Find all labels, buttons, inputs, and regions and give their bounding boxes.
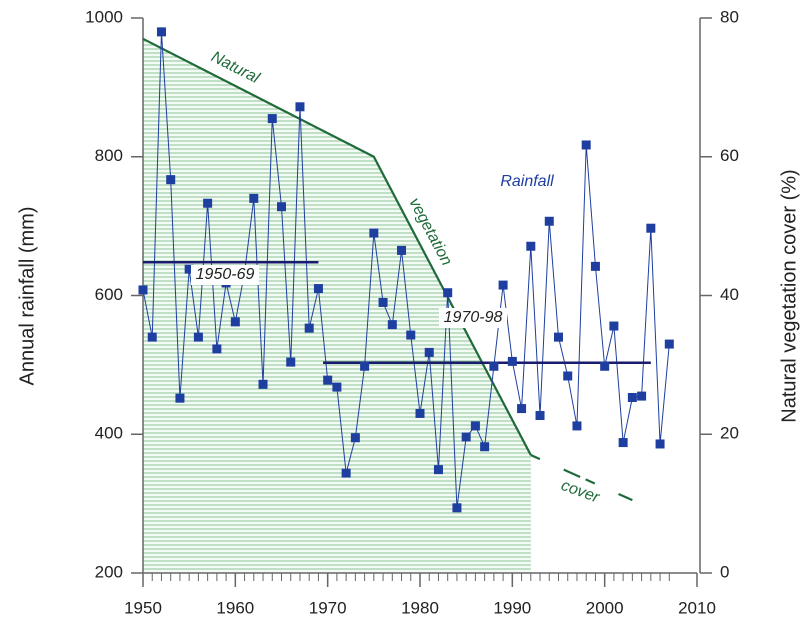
rainfall-point [443,288,453,298]
rainfall-point [156,27,166,37]
rainfall-point [618,438,628,448]
rainfall-point [203,198,213,208]
rainfall-point [258,379,268,389]
rainfall-point [184,264,194,274]
rainfall-point [350,433,360,443]
rainfall-point [277,202,286,212]
x-tick-label: 1960 [216,598,254,617]
rainfall-point [498,280,508,290]
y-tick-label: 400 [95,424,123,443]
rainfall-point [572,421,582,431]
x-tick-label: 1980 [401,598,439,617]
rainfall-point [609,321,619,331]
rainfall-point [286,357,296,367]
mean-label: 1970-98 [444,309,503,326]
rainfall-point [554,332,563,342]
rainfall-point [452,503,462,513]
mean-label-bg [191,265,259,285]
rainfall-point [424,347,434,357]
rainfall-point [193,332,203,342]
y2-tick-label: 80 [720,7,739,26]
x-tick-label: 1990 [493,598,531,617]
x-tick-label: 1970 [309,598,347,617]
rainfall-point [249,193,259,203]
rainfall-point [637,391,647,401]
rainfall-point [415,408,425,418]
y2-tick-label: 40 [720,285,739,304]
vegetation-line [142,37,532,456]
vegetation-area [143,38,531,573]
rainfall-point [664,339,674,349]
rainfall-point [646,223,656,233]
x-tick-label: 2000 [586,598,624,617]
y-tick-label: 1000 [85,7,123,26]
y2-axis-title: Natural vegetation cover (%) [778,169,800,422]
rainfall-point [433,465,443,475]
y2-tick-label: 20 [720,424,739,443]
rainfall-point [581,140,591,150]
rainfall-point [295,102,305,112]
rainfall-point [406,330,416,340]
rainfall-label: Rainfall [500,173,554,190]
rainfall-point [138,285,148,295]
rainfall-point [526,241,536,251]
rainfall-point [212,344,222,354]
rainfall-line [142,31,670,508]
rainfall-point [655,439,665,449]
rainfall-point [332,382,342,392]
rainfall-point [341,468,351,478]
rainfall-point [461,432,471,442]
y2-tick-label: 0 [720,562,729,581]
rainfall-point [563,371,573,381]
y-tick-label: 200 [95,562,123,581]
rainfall-point [507,356,517,366]
rainfall-point [323,375,333,385]
rainfall-point [627,392,637,402]
rainfall-point [175,393,185,403]
rainfall-point [387,320,397,330]
rainfall-point [480,442,490,452]
rainfall-point [470,421,480,431]
rainfall-point [313,284,323,294]
rainfall-point [489,361,499,371]
rainfall-point [360,361,370,371]
vegetation-annotation: cover [559,477,602,507]
rainfall-point [535,411,545,421]
x-tick-label: 2010 [678,598,716,617]
y-axis-title: Annual rainfall (mm) [16,207,38,386]
x-tick-label: 1950 [124,598,162,617]
rainfall-point [378,297,388,307]
rainfall-point [397,245,407,255]
y2-tick-label: 60 [720,146,739,165]
rainfall-point [544,216,554,226]
rainfall-point [517,404,527,414]
mean-label: 1950-69 [196,266,255,283]
rainfall-point [230,317,240,327]
rainfall-point [147,332,157,342]
rainfall-point [590,261,600,271]
y-tick-label: 800 [95,146,123,165]
rainfall-point [369,228,379,238]
mean-label-bg [439,308,507,328]
y-tick-label: 600 [95,285,123,304]
rainfall-point [267,114,277,124]
rainfall-point [166,175,176,185]
rainfall-point [304,323,314,333]
rainfall-point [600,361,610,371]
